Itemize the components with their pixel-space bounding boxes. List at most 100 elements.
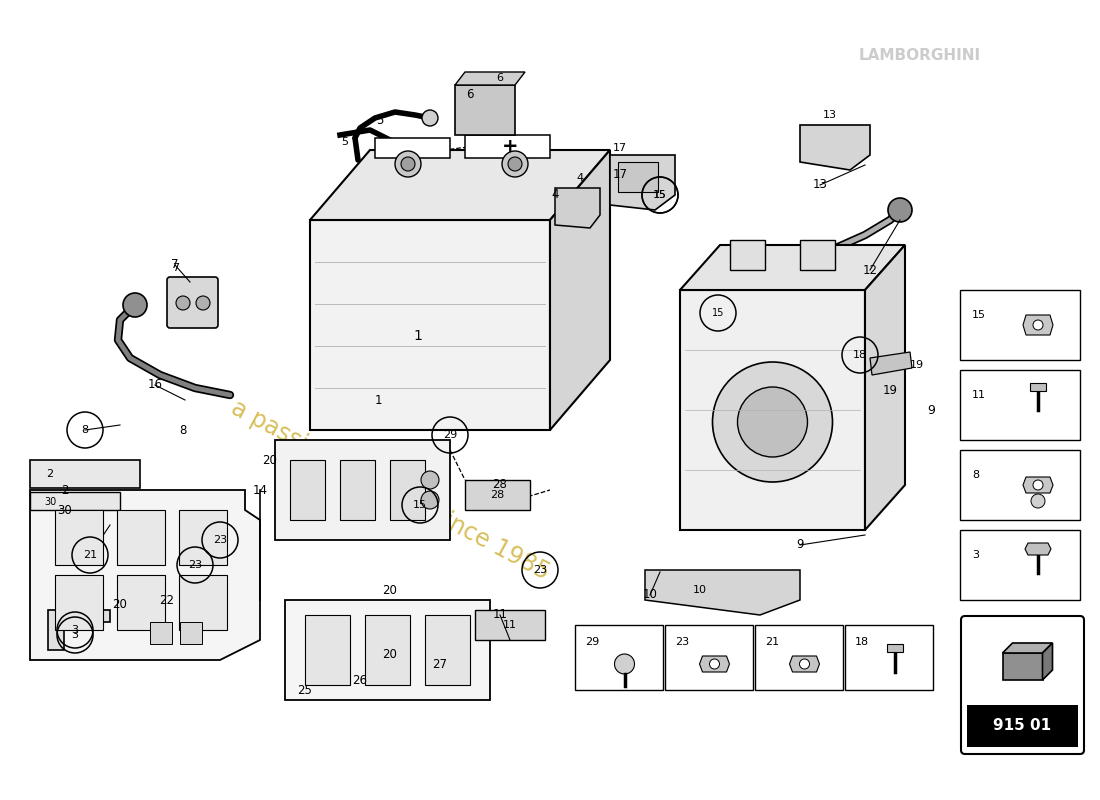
Text: 23: 23 <box>675 637 689 647</box>
FancyBboxPatch shape <box>618 162 658 192</box>
Polygon shape <box>700 656 729 672</box>
Text: 15: 15 <box>972 310 986 319</box>
FancyBboxPatch shape <box>167 277 218 328</box>
FancyBboxPatch shape <box>30 460 140 488</box>
Text: 3: 3 <box>72 630 78 640</box>
Circle shape <box>710 659 719 669</box>
Text: LAMBORGHINI: LAMBORGHINI <box>859 47 981 62</box>
Text: 15: 15 <box>712 308 724 318</box>
Text: 23: 23 <box>188 560 202 570</box>
Text: 25: 25 <box>298 683 312 697</box>
Circle shape <box>402 157 415 171</box>
FancyBboxPatch shape <box>425 615 470 685</box>
Polygon shape <box>1025 543 1050 555</box>
Text: 5: 5 <box>341 137 349 147</box>
FancyBboxPatch shape <box>960 370 1080 440</box>
Text: 12: 12 <box>862 263 878 277</box>
Circle shape <box>737 387 807 457</box>
Text: 17: 17 <box>613 169 627 182</box>
Text: 30: 30 <box>57 503 73 517</box>
FancyBboxPatch shape <box>961 616 1084 754</box>
Text: 29: 29 <box>443 430 458 440</box>
Text: 20: 20 <box>263 454 277 466</box>
Polygon shape <box>1023 315 1053 335</box>
FancyBboxPatch shape <box>960 530 1080 600</box>
Text: 11: 11 <box>972 390 986 399</box>
Text: 915 01: 915 01 <box>993 718 1052 734</box>
Polygon shape <box>475 610 544 640</box>
FancyBboxPatch shape <box>967 705 1078 747</box>
Text: 10: 10 <box>693 585 707 595</box>
Polygon shape <box>310 150 610 220</box>
Polygon shape <box>550 150 610 430</box>
Text: 8: 8 <box>972 470 979 479</box>
FancyBboxPatch shape <box>960 450 1080 520</box>
Text: 2: 2 <box>62 483 68 497</box>
Polygon shape <box>790 656 820 672</box>
Text: 30: 30 <box>44 497 56 507</box>
Text: 23: 23 <box>532 565 547 575</box>
Polygon shape <box>870 352 912 375</box>
FancyBboxPatch shape <box>1030 383 1046 391</box>
Text: 1: 1 <box>414 329 422 342</box>
Text: 9: 9 <box>927 403 935 417</box>
Text: 21: 21 <box>764 637 779 647</box>
Text: 19: 19 <box>882 383 898 397</box>
Text: 18: 18 <box>855 637 869 647</box>
FancyBboxPatch shape <box>340 460 375 520</box>
Polygon shape <box>375 138 450 158</box>
Polygon shape <box>1002 653 1043 680</box>
Polygon shape <box>310 220 550 430</box>
Text: 28: 28 <box>493 478 507 491</box>
Circle shape <box>421 491 439 509</box>
Circle shape <box>422 110 438 126</box>
Text: 11: 11 <box>493 609 507 622</box>
Polygon shape <box>800 125 870 170</box>
Circle shape <box>421 471 439 489</box>
Text: 1: 1 <box>374 394 382 406</box>
Circle shape <box>502 151 528 177</box>
Text: 7: 7 <box>172 258 178 271</box>
FancyBboxPatch shape <box>180 622 202 644</box>
Text: 28: 28 <box>490 490 504 500</box>
Text: 13: 13 <box>823 110 837 120</box>
FancyBboxPatch shape <box>179 575 227 630</box>
Polygon shape <box>1023 477 1053 493</box>
FancyBboxPatch shape <box>800 240 835 270</box>
Polygon shape <box>465 480 530 510</box>
Text: 26: 26 <box>352 674 367 686</box>
Text: 14: 14 <box>253 483 267 497</box>
Text: 27: 27 <box>432 658 448 671</box>
Polygon shape <box>285 600 490 700</box>
Text: 7: 7 <box>173 263 179 273</box>
Circle shape <box>615 654 635 674</box>
Text: 5: 5 <box>376 114 384 126</box>
Text: 22: 22 <box>160 594 175 606</box>
FancyBboxPatch shape <box>150 622 172 644</box>
Text: 21: 21 <box>82 550 97 560</box>
Circle shape <box>1033 480 1043 490</box>
FancyBboxPatch shape <box>305 615 350 685</box>
Circle shape <box>888 198 912 222</box>
FancyBboxPatch shape <box>666 625 754 690</box>
Text: 10: 10 <box>642 589 658 602</box>
Text: 4: 4 <box>576 173 584 183</box>
Polygon shape <box>865 245 905 530</box>
FancyBboxPatch shape <box>730 240 764 270</box>
Circle shape <box>196 296 210 310</box>
Circle shape <box>123 293 147 317</box>
Circle shape <box>1033 320 1043 330</box>
Text: 4: 4 <box>551 189 559 202</box>
Text: 8: 8 <box>179 423 187 437</box>
FancyBboxPatch shape <box>455 85 515 135</box>
Text: 23: 23 <box>213 535 227 545</box>
FancyBboxPatch shape <box>55 510 103 565</box>
Circle shape <box>176 296 190 310</box>
FancyBboxPatch shape <box>290 460 324 520</box>
Polygon shape <box>680 245 905 290</box>
Text: 16: 16 <box>147 378 163 391</box>
FancyBboxPatch shape <box>845 625 933 690</box>
Text: 3: 3 <box>72 625 78 635</box>
Polygon shape <box>30 490 260 660</box>
FancyBboxPatch shape <box>365 615 410 685</box>
